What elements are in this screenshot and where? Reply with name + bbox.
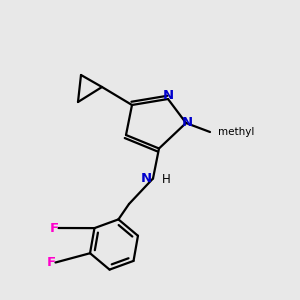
Text: H: H — [162, 173, 171, 186]
Text: N: N — [182, 116, 193, 130]
Text: methyl: methyl — [218, 127, 255, 137]
Text: F: F — [50, 221, 58, 235]
Text: F: F — [46, 256, 56, 269]
Text: N: N — [162, 89, 174, 102]
Text: N: N — [140, 172, 152, 185]
